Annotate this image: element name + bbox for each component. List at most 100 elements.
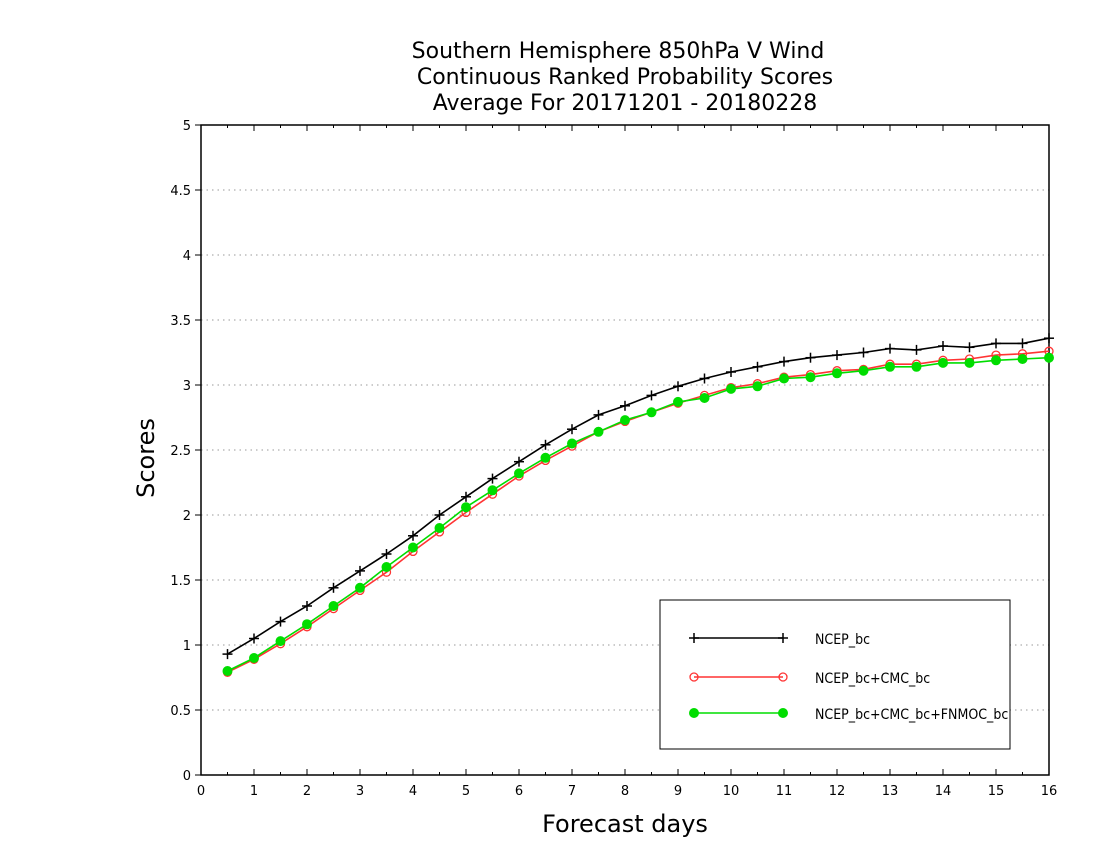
grid	[201, 189, 1049, 711]
y-tick-label: 0	[183, 769, 191, 784]
legend-marker	[689, 672, 699, 682]
data-point	[964, 357, 975, 368]
data-point	[249, 633, 259, 644]
data-point	[381, 549, 392, 559]
data-point	[514, 456, 524, 467]
legend-marker	[689, 708, 699, 718]
data-point	[540, 452, 551, 463]
data-point	[832, 368, 842, 379]
data-point	[567, 424, 577, 435]
data-point	[885, 361, 895, 372]
data-point	[514, 468, 524, 479]
data-point	[938, 341, 948, 351]
data-point	[461, 491, 471, 502]
x-tick-label: 16	[1041, 784, 1058, 799]
data-point	[487, 473, 498, 484]
data-point	[593, 426, 604, 437]
data-point	[752, 381, 763, 392]
data-point	[222, 666, 233, 676]
data-point	[832, 350, 842, 361]
x-tick-label: 2	[303, 784, 311, 799]
data-point	[964, 342, 975, 353]
data-point	[911, 361, 922, 372]
y-tick-label: 5	[183, 119, 191, 134]
data-point	[620, 415, 630, 426]
data-point	[408, 542, 418, 553]
title-line-2: Continuous Ranked Probability Scores	[417, 65, 833, 90]
chart-title: Southern Hemisphere 850hPa V Wind Contin…	[412, 39, 834, 116]
data-point	[1017, 354, 1028, 364]
y-tick-label: 2	[183, 509, 191, 524]
data-point	[938, 357, 948, 368]
y-tick-label: 4	[183, 249, 191, 264]
data-point	[779, 373, 789, 384]
legend-entry: NCEP_bc	[815, 632, 870, 648]
legend-entry: NCEP_bc+CMC_bc	[815, 671, 930, 687]
y-tick-label: 1	[183, 639, 191, 654]
x-tick-label: 9	[674, 784, 682, 799]
data-point	[593, 409, 604, 420]
data-point	[461, 502, 471, 513]
data-point	[408, 530, 418, 541]
data-point	[249, 653, 259, 663]
data-point	[222, 649, 233, 660]
data-point	[805, 352, 816, 363]
title-line-1: Southern Hemisphere 850hPa V Wind	[412, 39, 825, 64]
data-point	[858, 365, 869, 376]
data-point	[275, 636, 286, 647]
data-point	[275, 616, 286, 627]
data-point	[673, 381, 683, 392]
data-point	[911, 344, 922, 355]
x-tick-label: 4	[409, 784, 417, 799]
data-point	[646, 390, 657, 401]
data-point	[302, 601, 312, 611]
data-point	[620, 400, 630, 411]
data-point	[699, 393, 710, 403]
series-0	[222, 333, 1054, 660]
legend-marker	[689, 633, 699, 643]
y-tick-label: 4.5	[170, 184, 191, 199]
data-point	[991, 338, 1001, 349]
data-point	[699, 373, 710, 384]
y-tick-label: 3	[183, 379, 191, 394]
data-point	[885, 343, 895, 354]
y-axis-tick-labels: 0 0.5 1 1.5 2 2.5 3 3.5 4 4.5 5	[170, 119, 191, 784]
legend-marker	[778, 672, 788, 682]
data-point	[434, 510, 445, 520]
x-tick-label: 12	[829, 784, 846, 799]
x-tick-label: 6	[515, 784, 523, 799]
legend-entry: NCEP_bc+CMC_bc+FNMOC_bc	[815, 707, 1008, 723]
x-tick-label: 10	[723, 784, 740, 799]
data-point	[726, 383, 736, 394]
y-tick-label: 1.5	[170, 574, 191, 589]
data-point	[858, 347, 869, 358]
y-tick-label: 0.5	[170, 704, 191, 719]
y-tick-label: 2.5	[170, 444, 191, 459]
data-point	[1044, 352, 1054, 363]
y-tick-label: 3.5	[170, 314, 191, 329]
data-point	[567, 438, 577, 449]
data-point	[752, 361, 763, 372]
x-tick-label: 11	[776, 784, 793, 799]
x-tick-label: 8	[621, 784, 629, 799]
series-lines	[222, 333, 1054, 677]
x-axis-label: Forecast days	[542, 810, 708, 838]
data-point	[487, 485, 498, 496]
data-point	[302, 619, 312, 630]
x-tick-label: 13	[882, 784, 899, 799]
data-point	[991, 355, 1001, 366]
title-line-3: Average For 20171201 - 20180228	[433, 91, 818, 116]
legend-marker	[778, 633, 788, 643]
legend-box	[659, 599, 1011, 750]
legend: NCEP_bc NCEP_bc+CMC_bc NCEP_bc+CMC_bc+FNMO…	[659, 599, 1011, 750]
x-tick-label: 0	[197, 784, 205, 799]
y-axis-label: Scores	[132, 418, 160, 498]
data-point	[355, 582, 365, 593]
data-point	[540, 439, 551, 450]
x-tick-label: 3	[356, 784, 364, 799]
legend-marker	[778, 708, 788, 718]
x-tick-label: 5	[462, 784, 470, 799]
data-point	[726, 367, 736, 377]
data-point	[673, 396, 683, 407]
